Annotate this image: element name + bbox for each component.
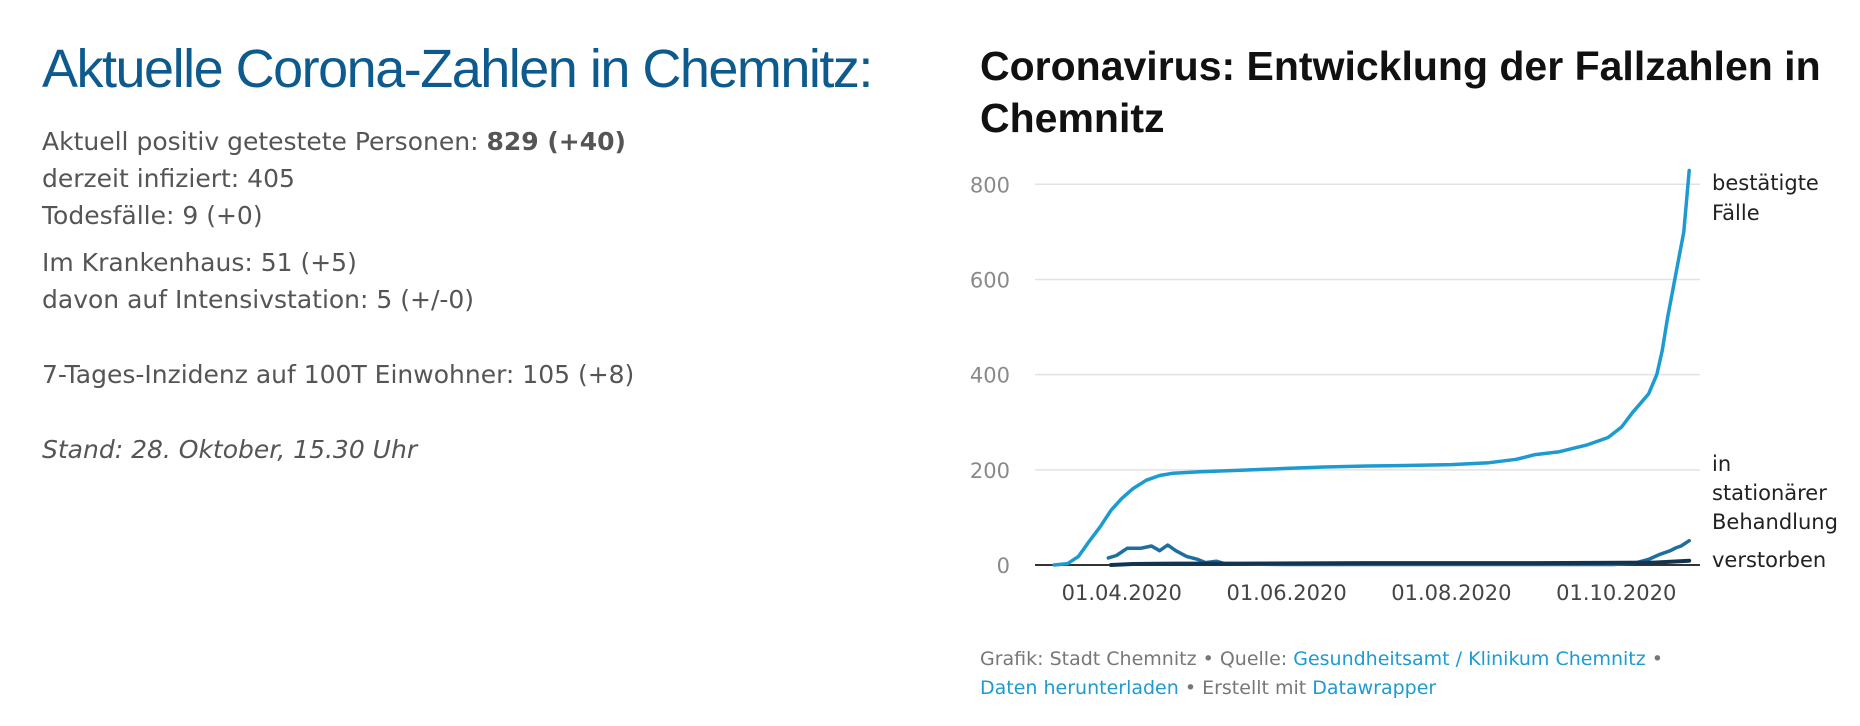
datawrapper-link[interactable]: Datawrapper	[1312, 677, 1437, 699]
series-label: Behandlung	[1712, 510, 1838, 534]
download-data-link[interactable]: Daten herunterladen	[980, 677, 1179, 699]
stats-block: Aktuell positiv getestete Personen: 829 …	[42, 123, 922, 468]
y-tick-label: 0	[997, 554, 1010, 578]
footer-separator: •	[1196, 648, 1220, 670]
series-line-2	[1109, 558, 1692, 567]
series-label: bestätigte	[1712, 171, 1819, 195]
y-tick-label: 200	[970, 459, 1010, 483]
footer-quelle-label: Quelle:	[1219, 648, 1294, 670]
series-label: in	[1712, 452, 1731, 476]
positive-label: Aktuell positiv getestete Personen:	[42, 127, 479, 157]
deaths-line: Todesfälle: 9 (+0)	[42, 201, 263, 231]
chart-footer: Grafik: Stadt Chemnitz • Quelle: Gesundh…	[980, 645, 1663, 703]
x-tick-label: 01.06.2020	[1226, 581, 1346, 605]
x-tick-label: 01.08.2020	[1391, 581, 1511, 605]
x-tick-label: 01.04.2020	[1062, 581, 1182, 605]
y-tick-label: 600	[970, 268, 1010, 292]
y-tick-label: 800	[970, 173, 1010, 197]
series-line-0	[1052, 168, 1691, 567]
chart-title: Coronavirus: Entwicklung der Fallzahlen …	[980, 43, 1821, 141]
footer-erstellt-label: • Erstellt mit	[1178, 677, 1313, 699]
source-link[interactable]: Gesundheitsamt / Klinikum Chemnitz	[1293, 648, 1646, 670]
footer-grafik: Grafik: Stadt Chemnitz	[980, 648, 1197, 670]
stand-line: Stand: 28. Oktober, 15.30 Uhr	[42, 435, 418, 465]
footer-separator: •	[1645, 648, 1663, 670]
left-panel: Aktuelle Corona-Zahlen in Chemnitz: Aktu…	[42, 39, 922, 468]
y-tick-label: 400	[970, 364, 1010, 388]
series-label: stationärer	[1712, 481, 1827, 505]
chart-title-area: Coronavirus: Entwicklung der Fallzahlen …	[980, 40, 1840, 144]
page-heading: Aktuelle Corona-Zahlen in Chemnitz:	[42, 39, 873, 99]
series-label: verstorben	[1712, 548, 1826, 572]
positive-value: 829 (+40)	[486, 127, 626, 157]
series-label: Fälle	[1712, 201, 1760, 225]
hospital-line: Im Krankenhaus: 51 (+5)	[42, 248, 357, 278]
icu-line: davon auf Intensivstation: 5 (+/-0)	[42, 285, 475, 315]
positive-line: Aktuell positiv getestete Personen: 829 …	[42, 123, 922, 160]
incidence-line: 7-Tages-Inzidenz auf 100T Einwohner: 105…	[42, 360, 635, 390]
x-tick-label: 01.10.2020	[1556, 581, 1676, 605]
infected-line: derzeit infiziert: 405	[42, 164, 295, 194]
